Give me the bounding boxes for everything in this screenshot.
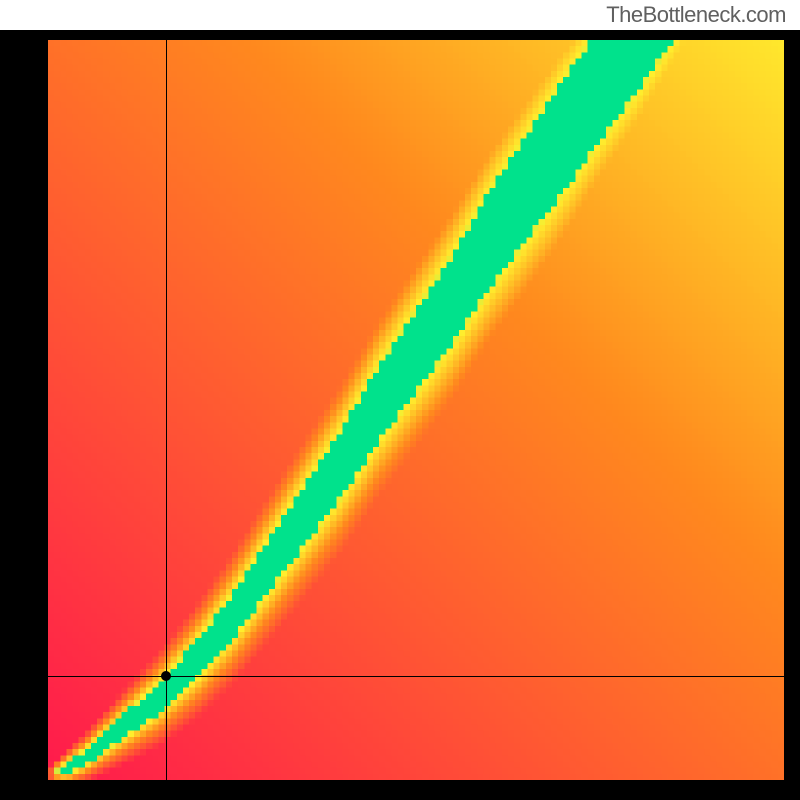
marker-dot [161,671,171,681]
heatmap-plot-area [48,40,784,780]
attribution-text: TheBottleneck.com [606,2,786,28]
crosshair-vertical [166,40,167,780]
crosshair-horizontal [48,676,784,677]
heatmap-canvas [48,40,784,780]
chart-frame [0,30,800,800]
